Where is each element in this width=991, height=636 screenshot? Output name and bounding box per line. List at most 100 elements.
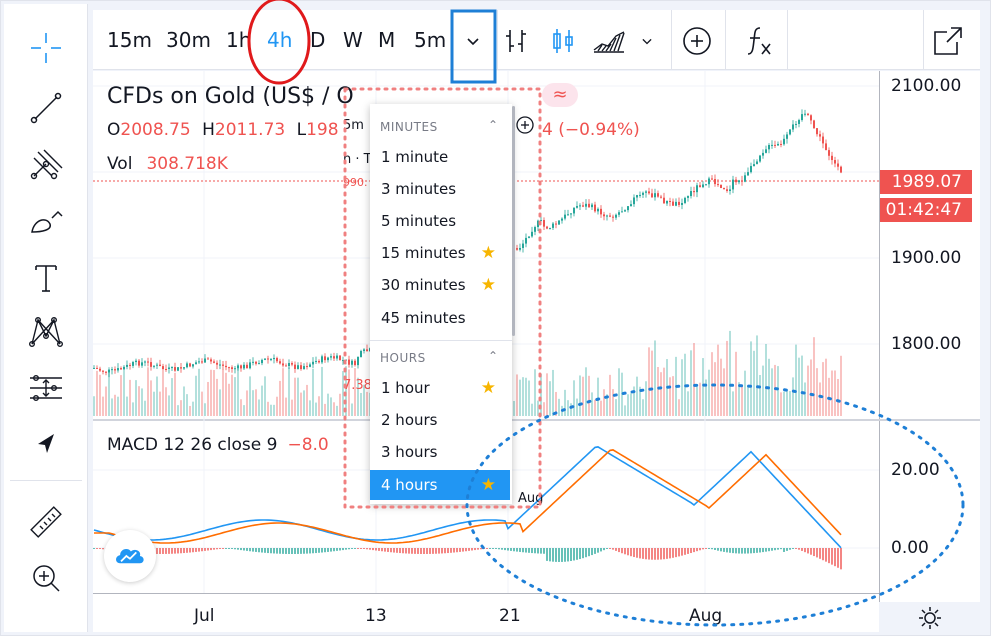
macd-histogram-bar: [576, 548, 578, 560]
zoom-tool[interactable]: [4, 552, 88, 604]
macd-histogram-bar: [309, 548, 311, 554]
macd-label-0: 0.00: [891, 538, 929, 558]
volume-bar: [138, 386, 140, 416]
macd-histogram-bar: [243, 548, 245, 551]
brush-tool[interactable]: [4, 194, 88, 246]
chevron-up-icon[interactable]: ⌃: [487, 118, 498, 132]
volume-bar: [627, 394, 629, 416]
minutes-section-header[interactable]: MINUTES: [380, 120, 438, 134]
interval-option-3-minutes[interactable]: 3 minutes: [370, 174, 510, 204]
candle-body: [711, 178, 713, 180]
peek-add-button[interactable]: [514, 114, 536, 136]
volume-bar: [216, 378, 218, 416]
interval-1h[interactable]: 1h: [226, 28, 252, 52]
volume-bar: [555, 391, 557, 416]
chart-settings-button[interactable]: [916, 604, 944, 632]
interval-option-5-minutes[interactable]: 5 minutes: [370, 206, 510, 236]
macd-histogram-bar: [816, 548, 818, 558]
interval-option-2-hours[interactable]: 2 hours: [370, 405, 510, 435]
hours-section-header[interactable]: HOURS: [380, 351, 426, 365]
macd-histogram-bar: [204, 548, 206, 551]
market-status-badge[interactable]: ≈: [542, 83, 578, 107]
volume-bar: [702, 358, 704, 416]
macd-histogram-bar: [543, 548, 545, 554]
interval-m[interactable]: M: [378, 28, 396, 52]
compare-button[interactable]: [679, 24, 715, 58]
crosshair-icon: [31, 33, 61, 63]
volume-bar: [642, 399, 644, 416]
volume-bar: [264, 376, 266, 416]
candle-body: [276, 357, 278, 362]
volume-bar: [195, 375, 197, 416]
candle-body: [792, 124, 794, 130]
favorite-star-icon[interactable]: ★: [480, 243, 496, 263]
price-label-2100: 2100.00: [891, 76, 962, 96]
bars-style-button[interactable]: [498, 24, 534, 58]
trend-line-tool[interactable]: [4, 82, 88, 134]
volume-bar: [576, 398, 578, 416]
volume-bar: [801, 355, 803, 416]
macd-histogram-bar: [414, 548, 416, 554]
volume-bar: [120, 375, 122, 416]
chevron-up-icon[interactable]: ⌃: [487, 349, 498, 363]
interval-option-1-minute[interactable]: 1 minute: [370, 142, 510, 172]
tradingview-logo[interactable]: [104, 530, 156, 582]
interval-option-1-hour[interactable]: 1 hour ★: [370, 373, 510, 403]
volume-bar: [207, 381, 209, 416]
macd-histogram-bar: [396, 548, 398, 553]
macd-histogram-bar: [354, 548, 356, 549]
ruler-tool[interactable]: [4, 496, 88, 548]
macd-histogram-bar: [288, 548, 290, 554]
macd-histogram-bar: [162, 548, 164, 554]
candle-body: [693, 191, 695, 193]
volume-bar: [192, 401, 194, 416]
candle-body: [237, 365, 239, 369]
volume-bar: [171, 378, 173, 416]
volume-bar: [315, 402, 317, 416]
candles-style-button[interactable]: [545, 24, 581, 58]
interval-w[interactable]: W: [343, 28, 363, 52]
dropdown-scrollbar[interactable]: [512, 106, 515, 336]
macd-histogram-bar: [168, 548, 170, 554]
favorite-star-icon[interactable]: ★: [480, 475, 496, 495]
macd-histogram-bar: [339, 548, 341, 551]
interval-option-30-minutes[interactable]: 30 minutes ★: [370, 270, 510, 300]
favorite-star-icon[interactable]: ★: [480, 275, 496, 295]
volume-bar: [99, 374, 101, 416]
symbol-title[interactable]: CFDs on Gold (US$ / O: [107, 84, 354, 109]
crosshair-tool[interactable]: [4, 22, 88, 74]
macd-histogram-bar: [702, 548, 704, 550]
favorite-star-icon[interactable]: ★: [480, 378, 496, 398]
macd-legend[interactable]: MACD 12 26 close 9 −8.0: [107, 435, 329, 455]
interval-option-4-hours[interactable]: 4 hours ★: [370, 470, 510, 500]
macd-histogram-bar: [813, 548, 815, 557]
pitchfork-tool[interactable]: [4, 138, 88, 190]
interval-30m[interactable]: 30m: [166, 28, 211, 52]
volume-bar: [606, 394, 608, 416]
cursor-tool[interactable]: [4, 418, 88, 470]
toolbar-divider: [671, 10, 672, 70]
macd-histogram-bar: [234, 548, 236, 550]
chart-type-dropdown-button[interactable]: [633, 24, 661, 58]
indicators-button[interactable]: [741, 24, 777, 58]
volume-bar: [360, 392, 362, 416]
macd-histogram-bar: [660, 548, 662, 560]
interval-5m[interactable]: 5m: [414, 28, 447, 52]
interval-option-45-minutes[interactable]: 45 minutes: [370, 303, 510, 333]
area-style-button[interactable]: [591, 24, 627, 58]
volume-bar: [243, 405, 245, 416]
candle-body: [813, 120, 815, 129]
long-position-tool[interactable]: [4, 362, 88, 414]
macd-histogram-bar: [177, 548, 179, 554]
interval-option-15-minutes[interactable]: 15 minutes ★: [370, 238, 510, 268]
interval-d[interactable]: D: [310, 28, 326, 52]
pattern-tool[interactable]: [4, 306, 88, 358]
macd-histogram-bar: [477, 548, 479, 550]
volume-bar: [582, 376, 584, 416]
text-tool[interactable]: [4, 252, 88, 304]
open-in-new-window-button[interactable]: [930, 24, 966, 58]
interval-15m[interactable]: 15m: [107, 28, 152, 52]
volume-bar: [711, 352, 713, 416]
interval-option-3-hours[interactable]: 3 hours: [370, 437, 510, 467]
text-icon: [35, 265, 57, 292]
